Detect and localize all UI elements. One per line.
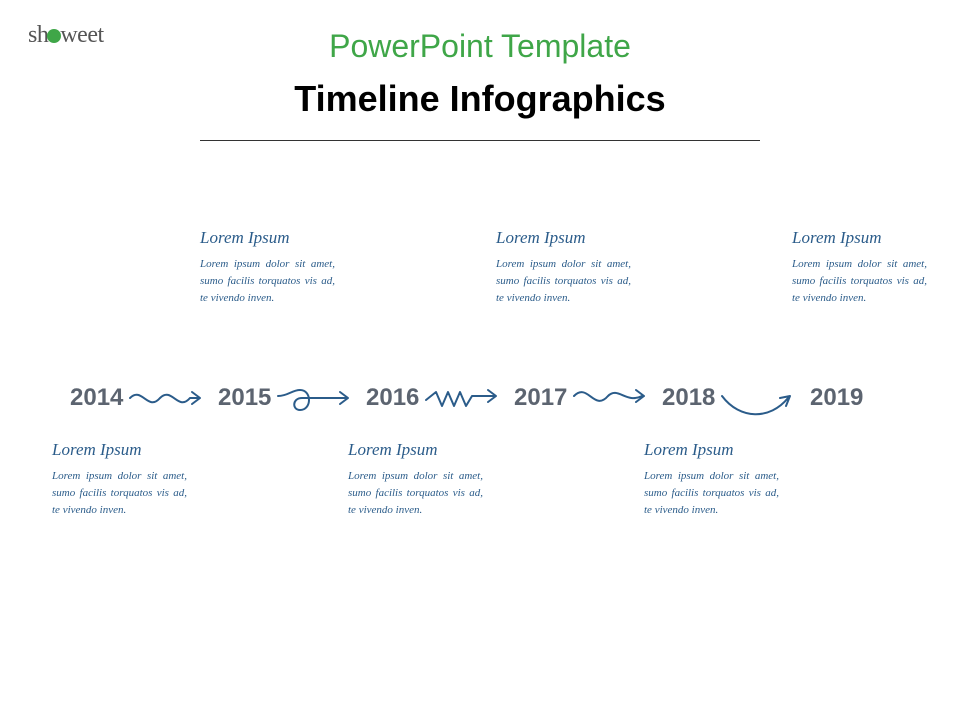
timeline-year: 2016	[366, 384, 419, 412]
entry-title: Lorem Ipsum	[200, 228, 335, 248]
timeline-entry-bottom: Lorem Ipsum Lorem ipsum dolor sit amet, s…	[348, 440, 483, 519]
timeline-arrow-icon	[574, 390, 654, 420]
entry-body: Lorem ipsum dolor sit amet, sumo facilis…	[52, 468, 187, 519]
timeline-entry-top: Lorem Ipsum Lorem ipsum dolor sit amet, s…	[792, 228, 927, 307]
page-subtitle: PowerPoint Template	[0, 28, 960, 65]
timeline-arrow-icon	[722, 396, 802, 426]
timeline-arrow-icon	[130, 390, 210, 420]
entry-body: Lorem ipsum dolor sit amet, sumo facilis…	[792, 256, 927, 307]
entry-body: Lorem ipsum dolor sit amet, sumo facilis…	[644, 468, 779, 519]
timeline-entry-top: Lorem Ipsum Lorem ipsum dolor sit amet, s…	[200, 228, 335, 307]
title-divider	[200, 140, 760, 141]
entry-title: Lorem Ipsum	[52, 440, 187, 460]
entry-body: Lorem ipsum dolor sit amet, sumo facilis…	[496, 256, 631, 307]
timeline-year: 2015	[218, 384, 271, 412]
timeline-year: 2014	[70, 384, 123, 412]
entry-title: Lorem Ipsum	[496, 228, 631, 248]
entry-body: Lorem ipsum dolor sit amet, sumo facilis…	[348, 468, 483, 519]
entry-title: Lorem Ipsum	[792, 228, 927, 248]
timeline-entry-bottom: Lorem Ipsum Lorem ipsum dolor sit amet, s…	[52, 440, 187, 519]
timeline-year: 2018	[662, 384, 715, 412]
timeline-arrow-icon	[278, 388, 358, 418]
timeline-entry-top: Lorem Ipsum Lorem ipsum dolor sit amet, s…	[496, 228, 631, 307]
entry-title: Lorem Ipsum	[644, 440, 779, 460]
timeline-year: 2017	[514, 384, 567, 412]
page-title: Timeline Infographics	[0, 78, 960, 120]
timeline-arrow-icon	[426, 390, 506, 420]
timeline-entry-bottom: Lorem Ipsum Lorem ipsum dolor sit amet, s…	[644, 440, 779, 519]
timeline-year: 2019	[810, 384, 863, 412]
entry-title: Lorem Ipsum	[348, 440, 483, 460]
entry-body: Lorem ipsum dolor sit amet, sumo facilis…	[200, 256, 335, 307]
